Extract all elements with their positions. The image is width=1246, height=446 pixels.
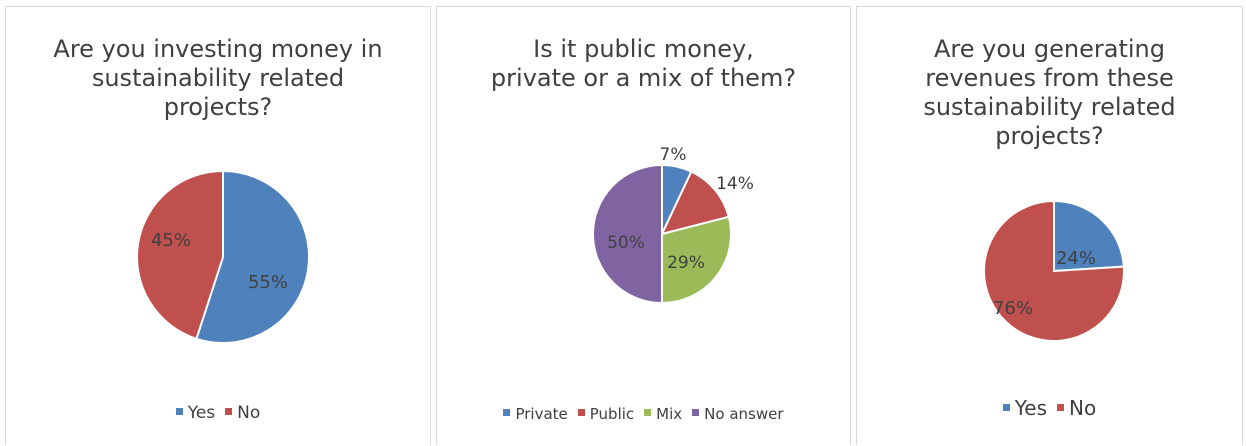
- legend-swatch: [175, 407, 183, 415]
- legend-item-no: No: [225, 403, 260, 423]
- data-label-no: 76%: [993, 298, 1033, 319]
- chart-title-line: projects?: [163, 93, 273, 121]
- data-label-yes: 55%: [248, 272, 288, 293]
- legend-swatch: [503, 409, 511, 416]
- legend-label: Yes: [1014, 396, 1048, 420]
- data-label-no-answer: 50%: [607, 233, 645, 253]
- data-label-private: 7%: [660, 145, 687, 165]
- legend-label: Yes: [187, 403, 216, 423]
- legend-swatch: [225, 407, 233, 415]
- legend-swatch: [644, 409, 652, 416]
- pie-chart-money-source: 7% 14% 29% 50%: [592, 145, 754, 305]
- chart-legend: Yes No: [857, 396, 1242, 420]
- chart-title: Is it public money, private or a mix of …: [437, 35, 850, 93]
- chart-legend: Private Public Mix No answer: [437, 405, 850, 423]
- chart-title: Are you generating revenues from these s…: [857, 35, 1242, 151]
- legend-item-yes: Yes: [1002, 396, 1048, 420]
- legend-swatch: [692, 409, 700, 416]
- legend-label: No: [1069, 396, 1097, 420]
- legend-label: No answer: [704, 405, 784, 423]
- pie-chart-revenues: 24% 76%: [983, 199, 1125, 342]
- chart-panel-investing: Are you investing money in sustainabilit…: [5, 6, 431, 445]
- legend-label: Public: [589, 405, 635, 423]
- chart-title-line: sustainability related: [923, 93, 1176, 121]
- legend-item-public: Public: [577, 405, 635, 423]
- legend-item-mix: Mix: [644, 405, 682, 423]
- chart-title-line: projects?: [995, 122, 1104, 150]
- legend-label: Private: [515, 405, 568, 423]
- legend-item-yes: Yes: [175, 403, 216, 423]
- data-label-yes: 24%: [1056, 248, 1096, 269]
- legend-label: No: [237, 403, 261, 423]
- legend-item-no: No: [1057, 396, 1096, 420]
- chart-title-line: sustainability related: [91, 64, 345, 92]
- legend-item-private: Private: [503, 405, 568, 423]
- pie-slice-no: [983, 199, 1125, 342]
- pie-slice-no-answer: [592, 163, 663, 305]
- data-label-mix: 29%: [667, 253, 705, 273]
- pie-slice-mix: [661, 215, 732, 305]
- chart-title-line: revenues from these: [925, 64, 1174, 92]
- pie-slice-public: [660, 170, 731, 236]
- chart-legend: Yes No: [6, 403, 430, 423]
- chart-title: Are you investing money in sustainabilit…: [6, 35, 430, 122]
- legend-label: Mix: [656, 405, 683, 423]
- pie-chart-investing: 55% 45%: [136, 169, 310, 344]
- legend-item-no-answer: No answer: [692, 405, 784, 423]
- legend-swatch: [1057, 404, 1065, 411]
- chart-title-line: private or a mix of them?: [490, 64, 797, 92]
- chart-panel-revenues: Are you generating revenues from these s…: [856, 6, 1243, 445]
- chart-title-line: Are you generating: [934, 35, 1165, 63]
- data-label-no: 45%: [151, 230, 191, 251]
- pie-slice-yes: [195, 169, 310, 344]
- data-label-public: 14%: [716, 174, 754, 194]
- pie-slice-yes: [1053, 199, 1125, 273]
- chart-title-line: Is it public money,: [533, 35, 754, 63]
- legend-swatch: [577, 409, 585, 416]
- chart-title-line: Are you investing money in: [53, 35, 383, 63]
- legend-swatch: [1002, 404, 1010, 411]
- pie-slice-no: [136, 169, 224, 341]
- chart-panel-money-source: Is it public money, private or a mix of …: [436, 6, 851, 445]
